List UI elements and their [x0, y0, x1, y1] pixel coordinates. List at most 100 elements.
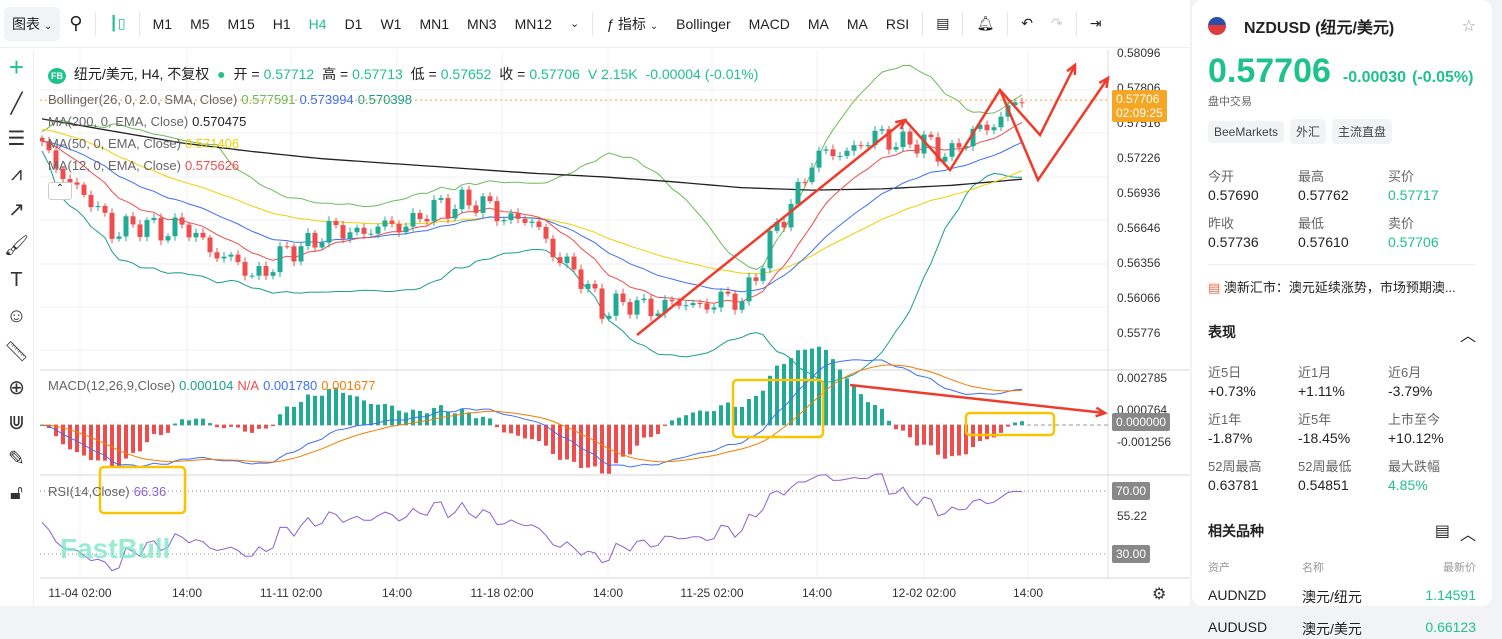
related-row[interactable]: AUDNZD 澳元/纽元 1.14591 — [1208, 587, 1476, 607]
time-axis-label: 14:00 — [381, 586, 413, 600]
candlestick-type-icon[interactable]: ┃▯ — [109, 15, 126, 31]
candle-body — [802, 182, 808, 184]
macd-histogram-bar — [950, 425, 954, 457]
timeframe-h1[interactable]: H1 — [272, 15, 291, 32]
bollinger-legend[interactable]: Bollinger(26, 0, 2.0, SMA, Close) 0.57759… — [48, 92, 416, 107]
indicator-shortcut-ma[interactable]: MA — [807, 15, 829, 32]
indicator-shortcut-rsi[interactable]: RSI — [885, 15, 910, 32]
candle-body — [116, 236, 122, 239]
macd-histogram-bar — [677, 417, 681, 425]
timeframe-mn1[interactable]: MN1 — [419, 15, 450, 32]
news-headline-link[interactable]: ▤ 澳新汇市：澳元延续涨势，市场预期澳... — [1208, 264, 1476, 296]
macd-histogram-bar — [873, 404, 877, 425]
lock-icon[interactable]: 🔓︎ — [10, 482, 23, 505]
candle-body — [389, 220, 395, 224]
macd-histogram-bar — [341, 392, 345, 425]
chart-settings-gear-icon[interactable]: ⚙ — [1152, 586, 1167, 603]
timeframe-h4[interactable]: H4 — [308, 15, 327, 32]
timeframe-m15[interactable]: M15 — [227, 15, 255, 32]
macd-histogram-bar — [964, 425, 968, 455]
arrow-trend-icon[interactable]: ↗ — [8, 199, 25, 222]
macd-histogram-bar — [572, 425, 576, 462]
brush-icon[interactable]: 🖌︎ — [3, 234, 30, 257]
chart-area[interactable]: 图表 ⌄ ⚲ ┃▯ M1 M5 M15 H1 H4 D1 W1 MN1 MN3 MN12 ⌄ ƒ … — [0, 0, 1190, 606]
price-chart[interactable] — [40, 50, 1190, 606]
timeframe-w1[interactable]: W1 — [380, 15, 402, 32]
collapse-chevron-icon[interactable]: ︿ — [1459, 527, 1476, 544]
time-axis-label: 11-18 02:00 — [470, 586, 534, 600]
chart-menu-button[interactable]: 图表 ⌄ — [4, 6, 61, 41]
stat-label: 最低 — [1298, 216, 1325, 231]
macd-histogram-bar — [495, 425, 499, 428]
timeframe-d1[interactable]: D1 — [344, 15, 363, 32]
stat-cell: 近1月 +1.11% — [1298, 362, 1388, 399]
lock-drawings-icon[interactable]: ✎ — [8, 447, 25, 470]
trend-line-icon[interactable]: ╱ — [10, 92, 23, 115]
search-icon[interactable]: ⚲ — [69, 13, 83, 33]
timeframe-mn3[interactable]: MN3 — [467, 15, 497, 32]
layout-icon[interactable]: ▤ — [936, 15, 950, 31]
time-axis-label: 11-04 02:00 — [48, 586, 112, 600]
rsi-label: RSI(14,Close) — [48, 484, 130, 499]
candle-body — [487, 196, 493, 202]
crosshair-icon[interactable]: + — [8, 52, 25, 83]
timeframe-mn12[interactable]: MN12 — [514, 15, 552, 32]
highlight-box — [98, 465, 187, 515]
indicator-shortcut-bollinger[interactable]: Bollinger — [676, 15, 731, 32]
candle-body — [151, 217, 157, 221]
emoji-icon[interactable]: ☺ — [6, 304, 27, 327]
ruler-icon[interactable]: 📏︎ — [3, 341, 30, 364]
price-axis-label: 0.56356 — [1117, 256, 1161, 270]
time-axis-label: 14:00 — [1012, 586, 1044, 600]
magnet-icon[interactable]: ⋓ — [8, 412, 25, 435]
macd-histogram-bar — [684, 415, 688, 425]
stat-cell: 52周最高 0.63781 — [1208, 456, 1298, 493]
macd-histogram-bar — [803, 349, 807, 425]
candle-body — [459, 189, 465, 210]
text-tool-icon[interactable]: T — [10, 269, 23, 292]
collapse-legend-button[interactable]: ⌃ — [48, 182, 72, 200]
tag-chip[interactable]: 主流直盘 — [1332, 119, 1393, 144]
ma200-legend[interactable]: MA(200, 0, EMA, Close) 0.570475 — [48, 114, 250, 129]
macd-histogram-bar — [75, 425, 79, 452]
price-axis-label: 0.57226 — [1117, 151, 1161, 165]
ma50-legend[interactable]: MA(50, 0, EMA, Close) 0.571406 — [48, 136, 243, 151]
note-icon[interactable]: ▤ — [1434, 523, 1450, 540]
favorite-star-icon[interactable]: ☆ — [1461, 18, 1476, 35]
candle-body — [921, 134, 927, 154]
undo-icon[interactable]: ↶ — [1021, 15, 1033, 31]
indicators-button[interactable]: ƒ 指标 ⌄ — [597, 14, 667, 34]
macd-histogram-bar — [264, 425, 268, 429]
alert-bell-icon[interactable]: 🔔︎ — [976, 15, 995, 31]
candle-body — [88, 194, 94, 208]
candle-body — [312, 232, 318, 248]
candle-body — [746, 277, 752, 302]
macd-histogram-bar — [138, 425, 142, 452]
zoom-in-icon[interactable]: ⊕ — [8, 376, 25, 399]
stat-label: 买价 — [1388, 169, 1415, 184]
stat-cell: 卖价 0.57706 — [1388, 213, 1478, 250]
exit-fullscreen-icon[interactable]: ⇥ — [1089, 15, 1102, 31]
ma12-legend[interactable]: MA(12, 0, EMA, Close) 0.575626 — [48, 158, 243, 173]
tag-chip[interactable]: BeeMarkets — [1208, 121, 1285, 143]
rsi-line — [41, 473, 1023, 572]
collapse-chevron-icon[interactable]: ︿ — [1459, 328, 1476, 345]
candle-body — [158, 217, 164, 241]
indicator-shortcut-macd[interactable]: MACD — [748, 15, 790, 32]
horizontal-lines-icon[interactable]: ☰ — [7, 128, 26, 151]
redo-icon[interactable]: ↷ — [1050, 15, 1063, 31]
macd-histogram-bar — [908, 425, 912, 438]
related-row[interactable]: AUDUSD 澳元/美元 0.66123 — [1208, 619, 1476, 639]
pattern-zigzag-icon[interactable]: ⩘ — [10, 162, 23, 185]
market-status: 盘中交易 — [1208, 96, 1252, 108]
tag-chip[interactable]: 外汇 — [1290, 119, 1327, 144]
stat-label: 近5日 — [1208, 365, 1242, 380]
more-timeframes-chevron-icon[interactable]: ⌄ — [569, 18, 580, 30]
indicator-shortcut-ma[interactable]: MA — [846, 15, 868, 32]
macd-legend[interactable]: MACD(12,26,9,Close) 0.000104 N/A 0.001780 0.… — [48, 378, 380, 393]
timeframe-m5[interactable]: M5 — [190, 15, 210, 32]
rsi-legend[interactable]: RSI(14,Close) 66.36 — [48, 484, 170, 499]
candle-body — [396, 223, 402, 233]
macd-histogram-bar — [369, 403, 373, 425]
timeframe-m1[interactable]: M1 — [152, 15, 173, 32]
